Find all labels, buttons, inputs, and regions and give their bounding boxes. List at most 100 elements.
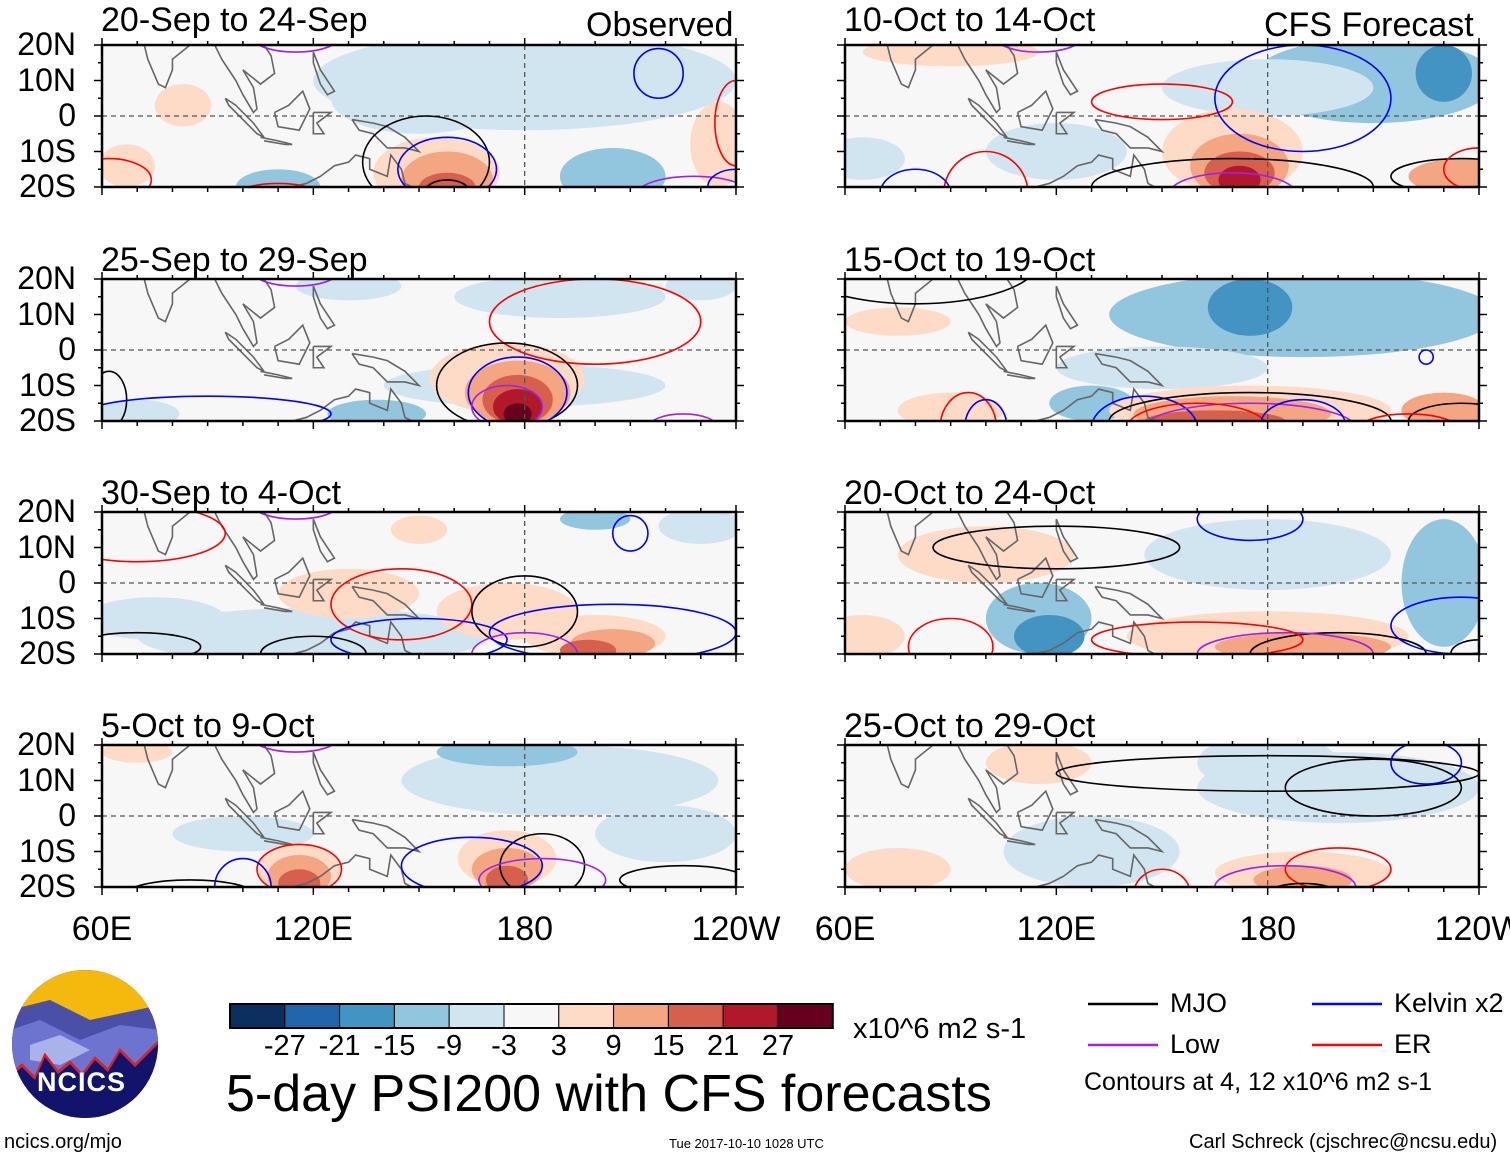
anomaly-shading [401,151,493,187]
colorbar-units: x10^6 m2 s-1 [853,1013,1027,1045]
coastline [292,387,413,421]
coastline [1016,556,1054,599]
panel-title: 25-Oct to 29-Oct [844,707,1096,745]
coastline [1055,578,1077,602]
wave-contour [102,631,202,654]
coastline [1055,285,1079,330]
anomaly-shading [1056,346,1268,390]
colorbar-swatch [503,1003,560,1029]
wave-contour [1390,157,1479,187]
coastline [224,797,265,839]
wave-contour [257,279,334,287]
anomaly-shading [436,745,578,767]
wave-contour [1214,45,1392,153]
anomaly-shading [1415,45,1472,102]
anomaly-shading [1408,158,1479,187]
colorbar-tick-label: 15 [652,1030,685,1062]
wave-contour [1092,395,1197,421]
colorbar-tick-label: 27 [761,1030,795,1062]
lat-tick-label: 0 [58,97,76,133]
anomaly-shading [102,144,155,187]
panel-title: 20-Sep to 24-Sep [101,1,368,39]
coastline [1055,345,1077,369]
coastline [1055,518,1079,563]
colorbar-tick-label: -27 [263,1030,306,1062]
footer-url[interactable]: ncics.org/mjo [4,1131,122,1153]
coastline [1094,585,1165,620]
coastline [1035,853,1156,887]
wave-contour [1418,349,1435,365]
anomaly-shading [985,123,1127,180]
colorbar-tick-label: -9 [436,1030,463,1062]
coastline [213,279,276,348]
footer-timestamp: Tue 2017-10-10 1028 UTC [669,1136,824,1151]
lat-tick-label: 10S [19,832,76,869]
coastline [886,279,934,323]
wave-contour [1147,402,1353,421]
wave-contour [1134,868,1190,887]
wave-contour [478,857,607,887]
coastline [312,518,336,563]
coastline [886,745,934,789]
wave-contour [907,617,994,654]
wave-contour [1090,83,1234,121]
colorbar-tick-label: 9 [605,1030,622,1062]
coastline [1055,751,1079,796]
anomaly-shading [102,399,180,421]
wave-contour [1407,402,1479,421]
wave-contour [471,631,579,654]
wave-contour [939,391,997,421]
lat-tick-label: 20N [17,493,76,529]
colorbar-tick-label: -3 [491,1030,517,1062]
wave-contour [1196,512,1304,542]
coastline [292,620,413,654]
wave-contour [102,512,227,563]
panel-title: 10-Oct to 14-Oct [844,1,1096,39]
colorbar-tick-label: -15 [373,1030,416,1062]
anomaly-shading [665,279,736,301]
anomaly-shading [559,147,666,187]
panel-title: 20-Oct to 24-Oct [844,474,1096,512]
wave-contour [1364,413,1453,421]
anomaly-shading [295,279,402,301]
wave-contour [330,617,508,654]
wave-contour [1090,621,1304,654]
coastline [886,45,934,89]
wave-contour [932,525,1181,570]
lon-tick-label: 60E [71,910,133,948]
coastline [351,118,422,153]
wave-contour [633,47,684,100]
anomaly-shading [1144,519,1391,591]
coastline [1035,620,1156,654]
coastline [224,564,265,606]
coastline [312,578,334,602]
anomaly-shading [1003,816,1180,887]
lat-tick-label: 0 [58,331,76,367]
wave-contour [400,836,544,887]
wave-contour [611,514,649,552]
coastline [351,585,422,620]
coastline [273,89,311,132]
colorbar-tick-label: 21 [707,1030,740,1062]
lon-tick-label: 120W [1434,910,1510,948]
coastline [312,811,334,835]
coastline [1055,811,1077,835]
wave-contour [256,843,343,887]
wave-contour [488,279,702,365]
colorbar-swatch [229,1003,286,1029]
lon-tick-label: 120W [691,910,781,948]
anomaly-shading [390,515,448,544]
lat-tick-label: 20S [19,168,76,204]
lat-tick-label: 0 [58,564,76,600]
anomaly-shading [658,512,736,544]
wave-contour [640,175,736,187]
map-panel [837,505,1487,662]
coastline [312,751,336,796]
coastline [1035,153,1156,187]
wave-contour [488,603,736,654]
wave-contour [397,136,498,187]
anomaly-shading [897,392,1004,421]
forecast-label: CFS Forecast [1264,6,1474,44]
lon-tick-label: 60E [814,910,876,948]
wave-contour [964,398,1008,421]
